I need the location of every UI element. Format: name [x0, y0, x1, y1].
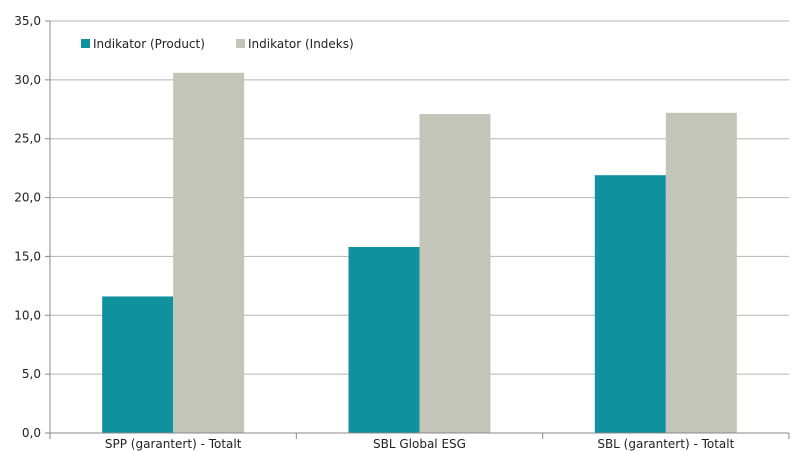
bars — [102, 72, 737, 434]
y-tick-label: 20,0 — [14, 191, 41, 205]
legend-label: Indikator (Product) — [93, 37, 205, 51]
x-category-label: SBL Global ESG — [373, 437, 466, 451]
x-category-label: SBL (garantert) - Totalt — [597, 437, 734, 451]
y-tick-label: 35,0 — [14, 14, 41, 28]
bar-indeks — [419, 113, 491, 433]
bar-product — [594, 175, 666, 433]
x-axis-categories: SPP (garantert) - Totalt SBL Global ESG SB… — [105, 433, 790, 451]
y-tick-label: 15,0 — [14, 249, 41, 263]
y-axis-ticks: 0,0 5,0 10,0 15,0 20,0 25,0 30,0 35,0 — [14, 14, 50, 440]
legend: Indikator (Product) Indikator (Indeks) — [81, 37, 354, 51]
bar-product — [348, 247, 420, 433]
axes — [45, 21, 789, 439]
y-tick-label: 5,0 — [22, 367, 41, 381]
y-tick-label: 0,0 — [22, 426, 41, 440]
bar-product — [102, 296, 174, 433]
legend-swatch — [236, 39, 245, 48]
y-tick-label: 10,0 — [14, 308, 41, 322]
legend-swatch — [81, 39, 90, 48]
y-tick-label: 30,0 — [14, 73, 41, 87]
x-category-label: SPP (garantert) - Totalt — [105, 437, 242, 451]
legend-label: Indikator (Indeks) — [248, 37, 354, 51]
y-tick-label: 25,0 — [14, 132, 41, 146]
bar-indeks — [173, 72, 245, 434]
bar-indeks — [665, 112, 737, 434]
